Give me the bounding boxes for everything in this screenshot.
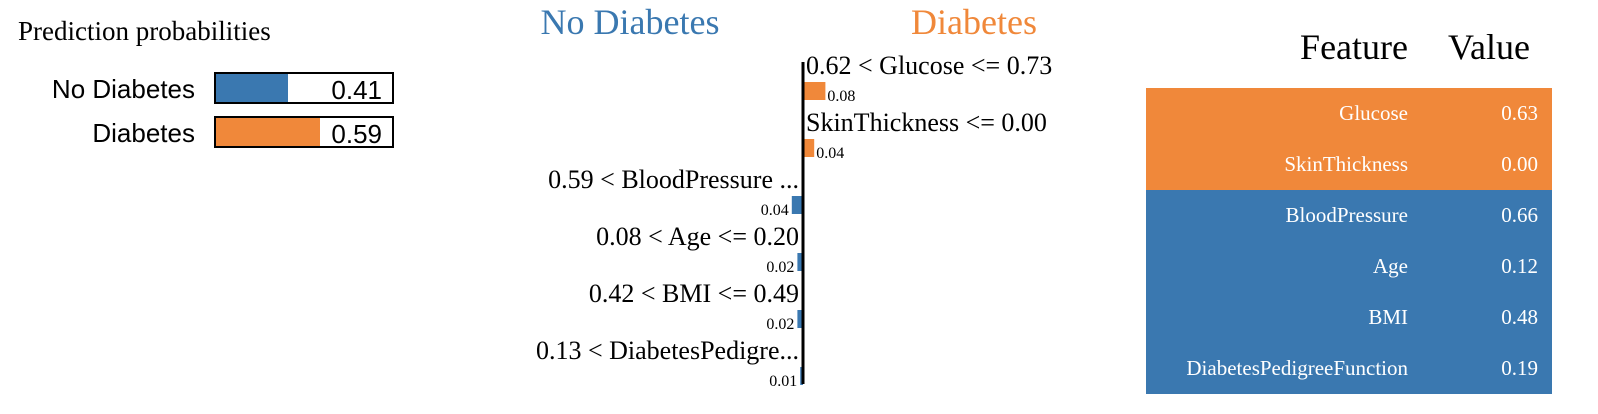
proba-row-no-diabetes: No Diabetes 0.41 bbox=[0, 72, 420, 108]
table-cell-value: 0.19 bbox=[1501, 356, 1538, 380]
bar-label: 0.59 < BloodPressure ... bbox=[548, 165, 799, 194]
table-cell-value: 0.12 bbox=[1501, 254, 1538, 278]
bar-value-label: 0.04 bbox=[816, 145, 844, 162]
proba-bar-fill-no-diabetes bbox=[216, 74, 289, 102]
proba-row-diabetes: Diabetes 0.59 bbox=[0, 116, 420, 152]
bar bbox=[797, 310, 803, 328]
proba-value-diabetes: 0.59 bbox=[331, 119, 382, 149]
proba-value-no-diabetes: 0.41 bbox=[331, 75, 382, 105]
bar-label: 0.42 < BMI <= 0.49 bbox=[589, 279, 799, 308]
table-cell-value: 0.00 bbox=[1501, 152, 1538, 176]
table-row: SkinThickness 0.00 bbox=[1146, 139, 1552, 190]
bar-value-label: 0.02 bbox=[766, 316, 794, 333]
class-heading-diabetes: Diabetes bbox=[911, 2, 1037, 42]
bar-label: 0.13 < DiabetesPedigre... bbox=[536, 336, 799, 365]
bar-value-label: 0.08 bbox=[827, 88, 855, 105]
proba-bar-box-diabetes: 0.59 bbox=[214, 116, 394, 149]
proba-label-diabetes: Diabetes bbox=[92, 118, 195, 148]
prediction-probabilities-title: Prediction probabilities bbox=[18, 16, 271, 46]
explanation-chart: No Diabetes Diabetes 0.62 < Glucose <= 0… bbox=[536, 2, 1052, 390]
bar-label: 0.62 < Glucose <= 0.73 bbox=[806, 51, 1052, 80]
class-heading-no-diabetes: No Diabetes bbox=[541, 2, 720, 42]
table-row: BloodPressure 0.66 bbox=[1146, 190, 1552, 241]
bar-value-label: 0.02 bbox=[766, 259, 794, 276]
bar-value-label: 0.04 bbox=[761, 202, 789, 219]
table-cell-feature: Glucose bbox=[1339, 101, 1408, 125]
bar-label: SkinThickness <= 0.00 bbox=[806, 108, 1047, 137]
table-cell-feature: BMI bbox=[1368, 305, 1408, 329]
table-row: Age 0.12 bbox=[1146, 241, 1552, 292]
explanation-bars: 0.62 < Glucose <= 0.73 0.08 SkinThickness … bbox=[536, 51, 1052, 390]
table-cell-value: 0.48 bbox=[1501, 305, 1538, 329]
table-header-value: Value bbox=[1448, 27, 1530, 67]
table-cell-value: 0.66 bbox=[1501, 203, 1538, 227]
proba-label-no-diabetes: No Diabetes bbox=[51, 74, 195, 104]
bar bbox=[797, 253, 803, 271]
table-row: DiabetesPedigreeFunction 0.19 bbox=[1146, 343, 1552, 394]
bar-label: 0.08 < Age <= 0.20 bbox=[596, 222, 799, 251]
table-row: BMI 0.48 bbox=[1146, 292, 1552, 343]
proba-bar-box-no-diabetes: 0.41 bbox=[214, 72, 394, 105]
table-row: Glucose 0.63 bbox=[1146, 88, 1552, 139]
prediction-probabilities-panel: Prediction probabilities No Diabetes 0.4… bbox=[0, 0, 420, 200]
bar bbox=[803, 82, 826, 100]
bar bbox=[791, 196, 803, 214]
bar bbox=[803, 139, 815, 157]
table-cell-feature: BloodPressure bbox=[1285, 203, 1409, 227]
table-cell-value: 0.63 bbox=[1501, 101, 1538, 125]
table-header-feature: Feature bbox=[1300, 27, 1408, 67]
proba-bar-fill-diabetes bbox=[216, 118, 320, 146]
table-cell-feature: SkinThickness bbox=[1284, 152, 1408, 176]
table-cell-feature: DiabetesPedigreeFunction bbox=[1186, 356, 1408, 380]
bar-value-label: 0.01 bbox=[769, 373, 797, 390]
table-cell-feature: Age bbox=[1373, 254, 1408, 278]
